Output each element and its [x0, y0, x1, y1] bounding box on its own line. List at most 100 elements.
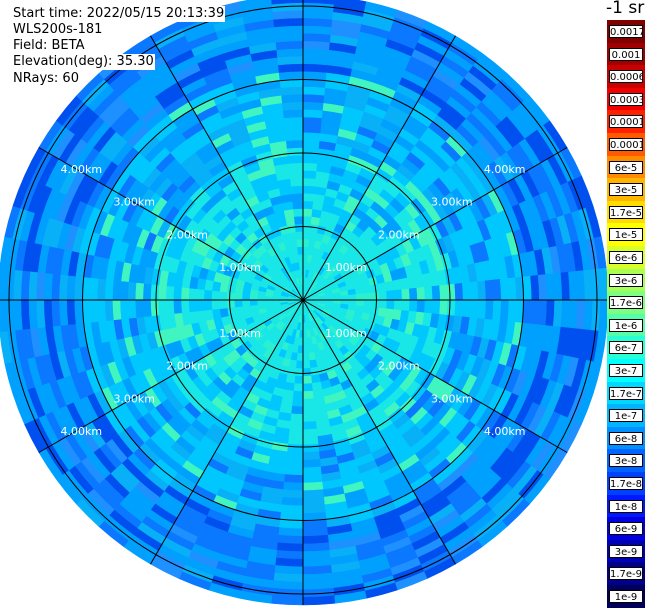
nrays-label: NRays: 60 — [12, 71, 80, 87]
polar-scan-plot: 1.00km 1.00km 1.00km 1.00km 2.00km 2.00km 2.00… — [0, 0, 607, 606]
range-gate-cell — [302, 527, 328, 537]
range-gate-cell — [180, 299, 190, 314]
range-gate-cell — [302, 405, 316, 415]
range-gate-cell — [51, 273, 61, 301]
range-gate-cell — [0, 267, 8, 301]
range-gate-cell — [0, 330, 13, 364]
range-gate-cell — [284, 124, 304, 134]
range-gate-cell — [354, 287, 364, 295]
range-ring-label: 1.00km — [325, 327, 367, 340]
range-gate-cell — [283, 474, 304, 484]
range-gate-cell — [355, 293, 365, 301]
colorbar-tick-label: 6e-5 — [609, 160, 643, 174]
range-gate-cell — [282, 489, 304, 499]
range-gate-cell — [294, 367, 304, 377]
azimuth-spoke — [38, 147, 304, 301]
range-gate-cell — [575, 299, 586, 330]
range-gate-cell — [302, 25, 332, 35]
range-gate-cell — [568, 271, 578, 301]
range-gate-cell — [290, 239, 298, 249]
range-gate-cell — [499, 299, 510, 322]
range-gate-cell — [218, 299, 228, 310]
range-gate-cell — [270, 595, 304, 606]
range-ring-label: 3.00km — [113, 392, 155, 405]
range-gate-cell — [302, 595, 336, 606]
colorbar-tick-label: 1.7e-6 — [609, 296, 643, 310]
range-gate-cell — [302, 177, 317, 187]
range-gate-cell — [298, 261, 304, 270]
range-gate-cell — [302, 124, 322, 134]
range-gate-cell — [492, 299, 502, 321]
range-gate-cell — [291, 398, 304, 408]
range-gate-cell — [393, 289, 403, 301]
range-gate-cell — [477, 299, 487, 320]
range-gate-cell — [294, 223, 304, 233]
range-gate-cell — [522, 275, 533, 301]
range-gate-cell — [234, 299, 243, 308]
range-gate-cell — [545, 273, 555, 301]
range-gate-cell — [309, 359, 318, 369]
range-gate-cell — [51, 299, 61, 327]
range-gate-cell — [0, 299, 8, 333]
range-gate-cell — [431, 285, 441, 301]
range-gate-cell — [293, 383, 304, 392]
colorbar-tick-label: 0.0017 — [609, 25, 643, 38]
range-gate-cell — [348, 294, 357, 301]
range-gate-cell — [545, 299, 555, 327]
range-gate-cell — [370, 299, 380, 309]
range-gate-cell — [142, 282, 152, 301]
range-gate-cell — [302, 466, 322, 476]
range-gate-cell — [302, 139, 321, 149]
colorbar-tick-label: 6e-9 — [609, 522, 643, 536]
range-gate-cell — [112, 279, 122, 301]
range-gate-cell — [507, 277, 517, 301]
range-gate-cell — [288, 428, 304, 438]
range-gate-cell — [282, 101, 304, 111]
range-gate-cell — [134, 299, 145, 318]
colorbar-tick-label: 1e-5 — [609, 228, 643, 242]
range-gate-cell — [119, 299, 129, 320]
range-gate-cell — [286, 147, 304, 157]
range-gate-cell — [530, 275, 540, 301]
range-gate-cell — [226, 306, 237, 317]
range-gate-cell — [157, 299, 167, 316]
range-gate-cell — [302, 557, 332, 568]
azimuth-spoke — [302, 147, 568, 301]
range-gate-cell — [302, 565, 332, 575]
start-time-label: Start time: 2022/05/15 20:13:39 — [12, 6, 226, 22]
range-gate-cell — [274, 25, 304, 35]
range-gate-cell — [302, 352, 310, 362]
range-gate-cell — [234, 306, 244, 315]
range-ring-label: 2.00km — [166, 228, 208, 241]
range-gate-cell — [302, 154, 319, 164]
range-gate-cell — [285, 458, 304, 469]
range-gate-cell — [302, 223, 312, 233]
range-gate-cell — [302, 345, 309, 354]
range-gate-cell — [295, 231, 304, 240]
range-ring-label: 2.00km — [378, 228, 420, 241]
colorbar-tick-label: 3e-8 — [609, 454, 643, 468]
colorbar-tick-label: 6e-8 — [609, 431, 643, 445]
range-gate-cell — [302, 185, 316, 195]
range-gate-cell — [188, 287, 198, 301]
range-gate-cell — [492, 279, 502, 301]
range-gate-cell — [195, 288, 205, 301]
range-gate-cell — [461, 299, 472, 318]
range-gate-cell — [386, 299, 395, 310]
range-gate-cell — [552, 299, 563, 328]
range-gate-cell — [446, 283, 456, 301]
range-gate-cell — [408, 299, 418, 313]
azimuth-spoke — [302, 299, 456, 565]
range-gate-cell — [439, 284, 449, 301]
range-gate-cell — [286, 223, 297, 234]
range-gate-cell — [195, 299, 205, 312]
range-gate-cell — [302, 55, 329, 66]
colorbar-tick-label: 1.7e-9 — [609, 567, 643, 581]
range-ring-label: 2.00km — [378, 360, 420, 373]
range-gate-cell — [286, 443, 304, 453]
range-gate-cell — [274, 565, 304, 575]
range-gate-cell — [446, 299, 456, 317]
range-gate-cell — [278, 527, 304, 537]
range-gate-cell — [598, 267, 607, 301]
range-gate-cell — [277, 55, 304, 66]
